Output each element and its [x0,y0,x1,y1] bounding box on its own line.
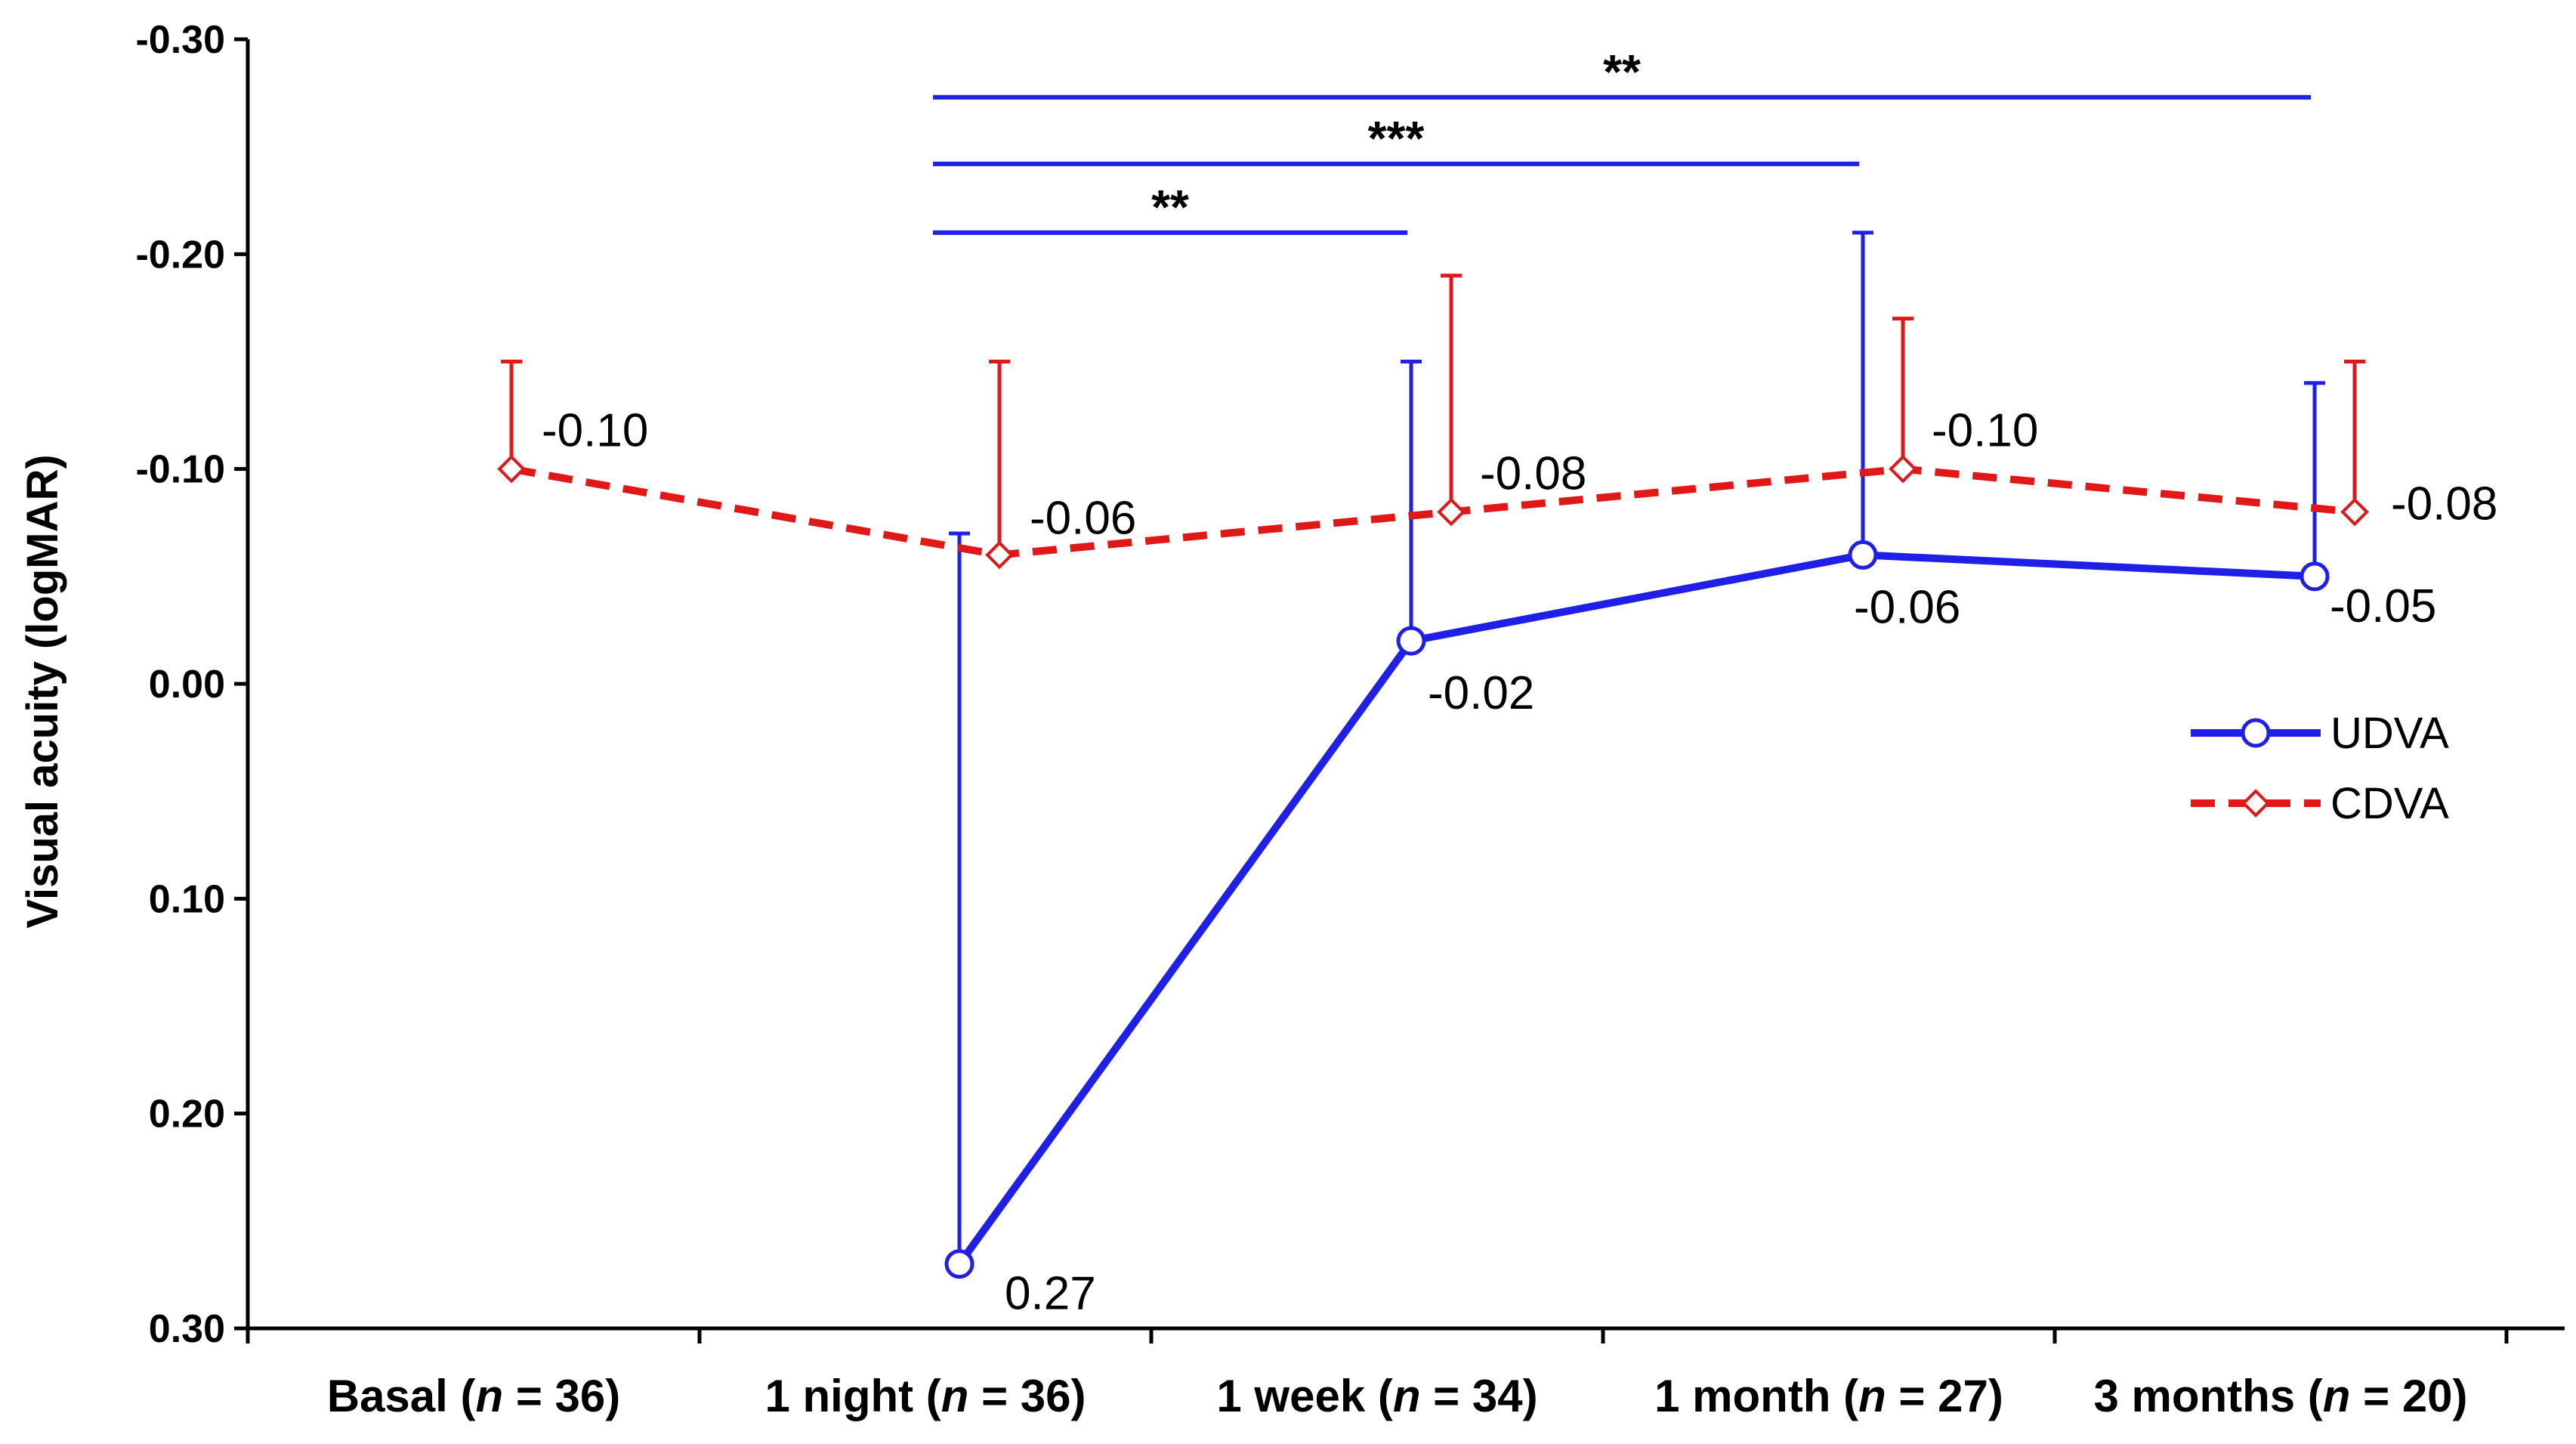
legend: UDVA CDVA [2191,709,2449,828]
y-tick-label: -0.10 [135,448,225,492]
x-tick-label-n: n [1858,1371,1886,1421]
x-tick-label-prefix: 1 week ( [1216,1371,1392,1421]
significance-label: *** [1368,111,1425,165]
x-tick-label-prefix: 3 months ( [2093,1371,2322,1421]
y-tick-label: 0.30 [149,1307,225,1351]
x-tick-label: 1 night (n = 36) [764,1371,1086,1421]
significance-label: ** [1603,45,1641,99]
error-bar-layer [501,230,2365,1264]
udva-data-label: -0.02 [1428,667,1534,719]
x-tick-label-suffix: = 34) [1421,1371,1538,1421]
axes-layer: -0.30 -0.20 -0.10 0.00 0.10 0.20 0.30 Basal (n … [18,18,2565,1421]
udva-point [2300,561,2330,592]
legend-udva-label: UDVA [2330,709,2449,758]
cdva-data-label: -0.10 [1932,405,2038,457]
x-tick-label-n: n [941,1371,969,1421]
cdva-point [2340,497,2369,527]
udva-data-label: -0.06 [1854,581,1960,633]
cdva-data-label: -0.08 [2391,478,2497,530]
x-tick-label-suffix: = 27) [1886,1371,2003,1421]
data-label-layer: -0.10 -0.06 -0.08 -0.10 -0.08 0.27 -0.02 -0.06 -… [542,405,2497,1320]
x-tick-label: Basal (n = 36) [327,1371,621,1421]
cdva-data-label: -0.08 [1480,448,1586,500]
legend-cdva-label: CDVA [2330,779,2449,828]
x-tick-label: 1 month (n = 27) [1654,1371,2003,1421]
series-line-layer [511,465,2355,1266]
udva-data-label: -0.05 [2330,580,2436,632]
x-tick-label-suffix: = 36) [503,1371,620,1421]
y-tick-label: 0.10 [149,877,225,921]
x-tick-label-prefix: Basal ( [327,1371,476,1421]
y-tick-label: -0.20 [135,233,225,277]
x-tick-label-prefix: 1 night ( [764,1371,941,1421]
x-tick-label-n: n [2323,1371,2351,1421]
cdva-data-label: -0.06 [1030,492,1136,544]
x-tick-label-suffix: = 20) [2350,1371,2467,1421]
udva-data-label: 0.27 [1005,1268,1096,1320]
x-tick-label-n: n [476,1371,504,1421]
udva-point [1848,540,1878,570]
legend-udva-marker [2241,718,2271,748]
x-tick-label: 1 week (n = 34) [1216,1371,1537,1421]
y-tick-label: 0.20 [149,1093,225,1136]
cdva-point [1889,454,1917,484]
x-tick-label-suffix: = 36) [968,1371,1086,1421]
legend-cdva-marker [2241,789,2270,818]
udva-point [1396,626,1426,656]
y-tick-label: 0.00 [149,663,225,707]
y-axis-title: Visual acuity (logMAR) [18,454,67,928]
udva-line [956,551,2315,1266]
marker-layer [497,454,2369,1279]
udva-point [944,1249,974,1279]
y-tick-label: -0.30 [135,18,225,62]
cdva-point [985,540,1014,570]
significance-label: ** [1151,180,1189,234]
cdva-point [1437,497,1466,527]
significance-layer: ******* [933,45,2311,235]
x-tick-label: 3 months (n = 20) [2093,1371,2467,1421]
x-tick-label-prefix: 1 month ( [1654,1371,1858,1421]
x-tick-label-n: n [1393,1371,1421,1421]
cdva-point [497,454,526,484]
cdva-line [511,465,2355,559]
cdva-data-label: -0.10 [542,405,648,457]
